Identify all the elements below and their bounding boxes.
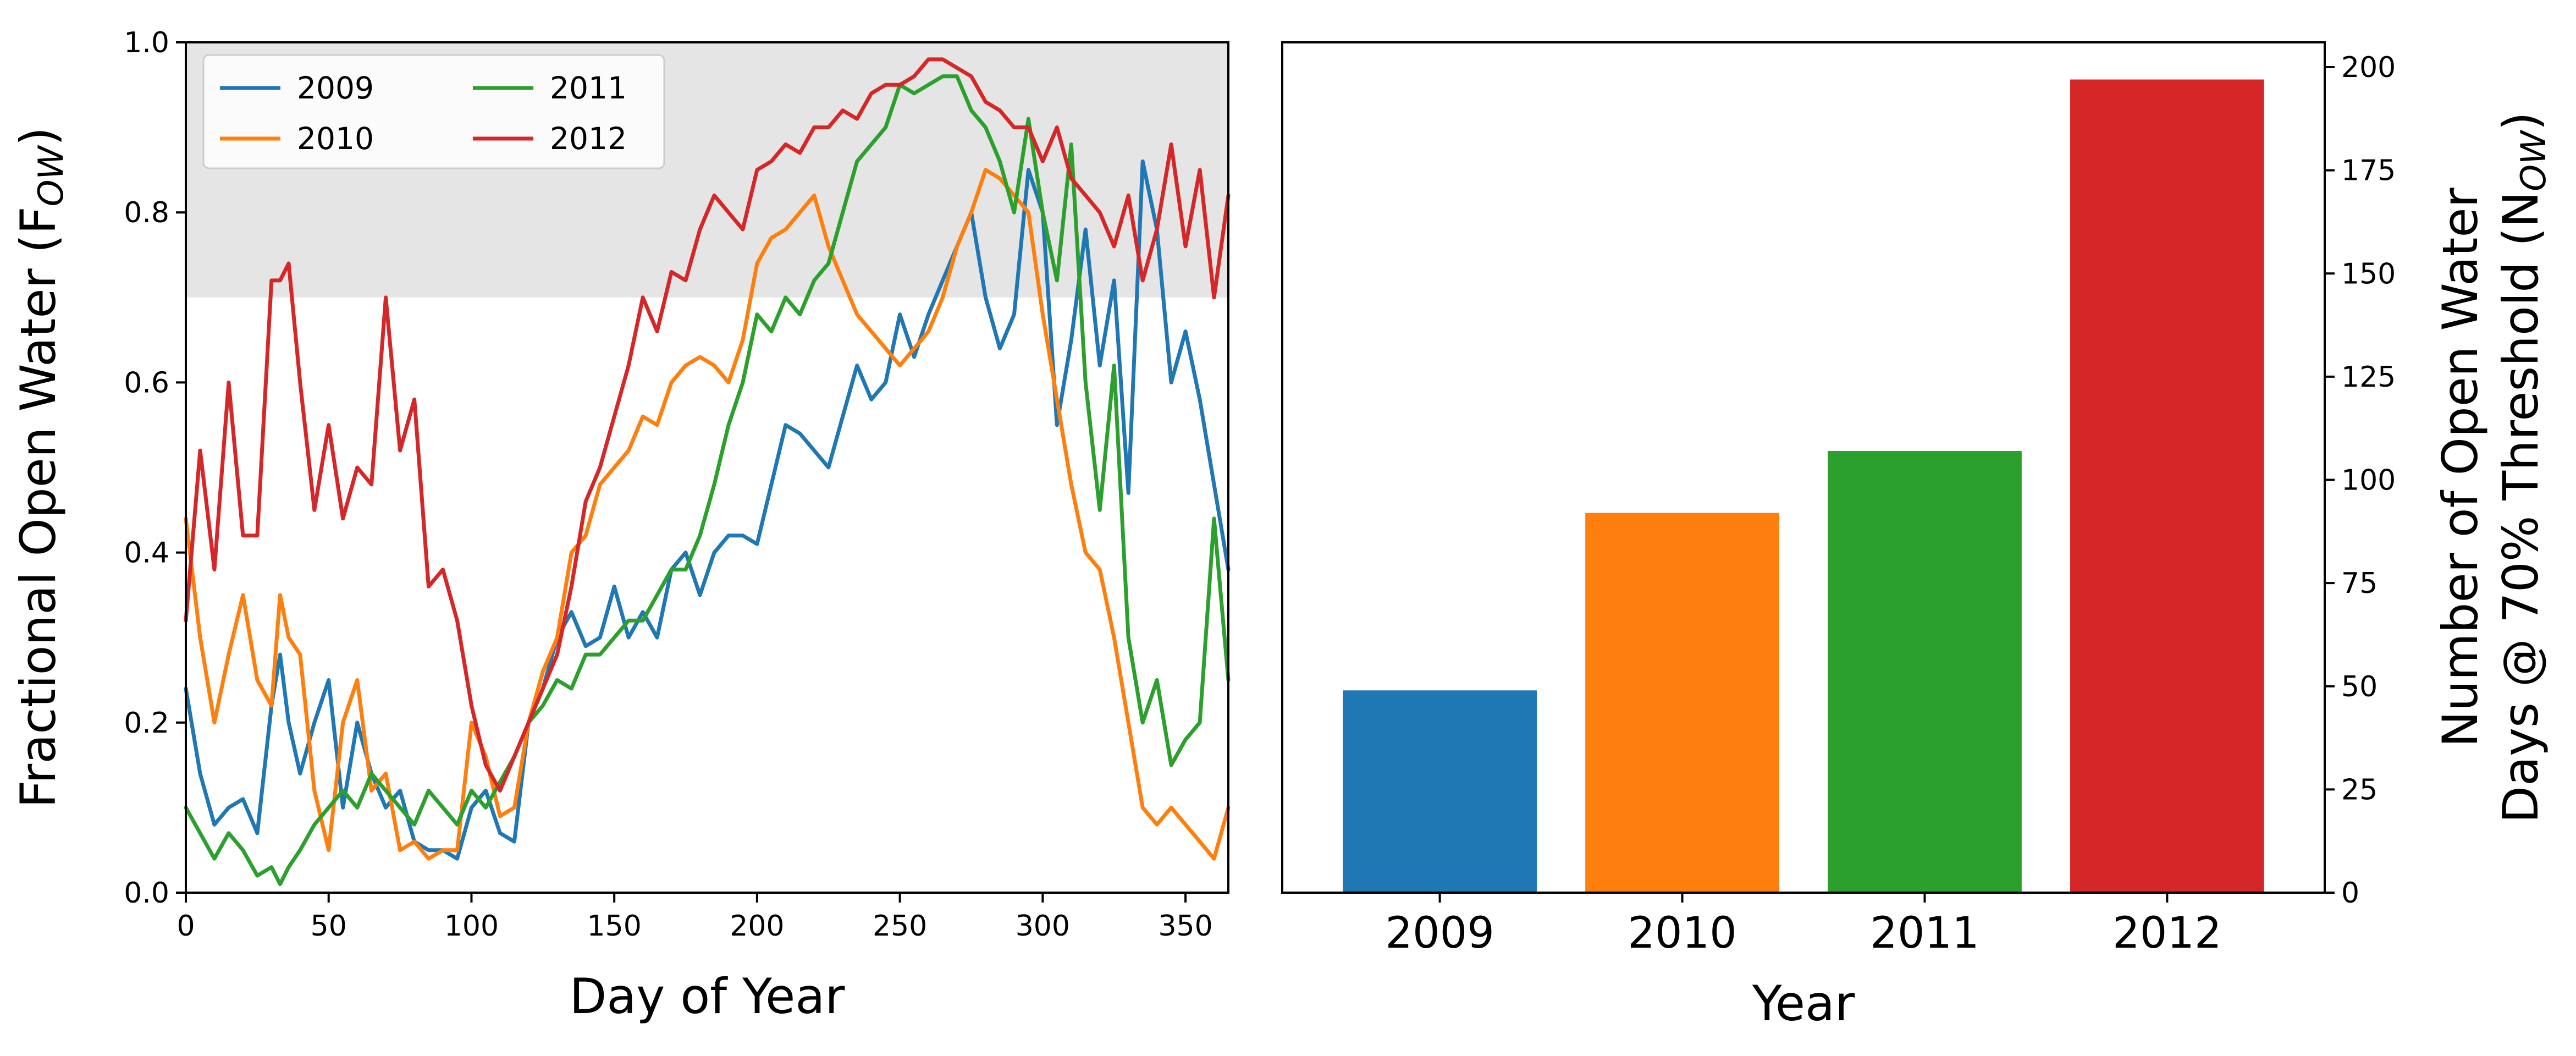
y-tick-label: 0.8: [124, 196, 169, 229]
legend-label-2009: 2009: [297, 70, 374, 106]
x-tick-label: 350: [1158, 910, 1212, 943]
line-chart-x-axis-label: Day of Year: [570, 968, 846, 1025]
line-chart-panel: 0 50 100 150 200 250 300 350 0.0 0.2 0.4 0.6 0.8 1.0…: [10, 26, 1231, 1025]
line-series-2009: [184, 159, 1231, 861]
line-chart-y-axis-label: Fractional Open Water (FOW): [10, 127, 71, 808]
x-tick-label: 200: [730, 910, 784, 943]
y-tick-label: 125: [2341, 361, 2396, 394]
x-tick-label: 250: [873, 910, 927, 943]
legend-items: 2009 2010 2011 2012: [220, 70, 627, 156]
bar-category-label-2009: 2009: [1385, 909, 1494, 958]
bar-chart-y-axis-label-line1: Number of Open Water: [2432, 187, 2489, 747]
bar-2010: [1585, 513, 1779, 893]
y-tick-label: 0: [2341, 877, 2359, 910]
bar-chart-x-ticks: 2009 2010 2011 2012: [1385, 893, 2222, 958]
x-tick-label: 300: [1016, 910, 1070, 943]
bar-category-label-2012: 2012: [2112, 909, 2222, 958]
x-tick-label: 100: [444, 910, 499, 943]
y-tick-label: 0.6: [124, 366, 169, 399]
y-tick-label: 50: [2341, 670, 2378, 703]
bar-category-label-2011: 2011: [1870, 909, 1979, 958]
y-tick-label: 25: [2341, 773, 2378, 806]
bar-series-group: [1343, 79, 2264, 893]
bar-2009: [1343, 690, 1537, 893]
legend-label-2010: 2010: [297, 121, 374, 156]
bar-chart-axes-frame: [1281, 41, 2326, 894]
y-tick-label: 75: [2341, 567, 2378, 600]
y-tick-label: 0.0: [124, 877, 169, 910]
bar-category-label-2010: 2010: [1628, 909, 1737, 958]
bar-chart-y-axis-label: Number of Open Water Days @ 70% Threshol…: [2432, 112, 2553, 823]
bar-2012: [2070, 79, 2264, 893]
line-series-2012: [184, 57, 1231, 793]
y-tick-label: 0.4: [124, 537, 169, 570]
legend-label-2012: 2012: [550, 121, 627, 156]
line-chart-x-ticks: 0 50 100 150 200 250 300 350: [176, 893, 1213, 943]
y-tick-label: 100: [2341, 464, 2396, 497]
y-tick-label: 150: [2341, 257, 2396, 290]
line-series-group: [184, 57, 1231, 886]
bar-2011: [1828, 450, 2022, 893]
x-tick-label: 0: [176, 910, 195, 943]
y-tick-label: 0.2: [124, 707, 169, 740]
y-tick-label: 175: [2341, 155, 2396, 188]
line-chart-legend: 2009 2010 2011 2012: [202, 54, 665, 169]
legend-box: [202, 54, 665, 169]
line-series-2010: [184, 168, 1231, 861]
y-tick-label: 1.0: [124, 26, 169, 59]
x-tick-label: 150: [587, 910, 642, 943]
legend-label-2011: 2011: [550, 70, 627, 106]
line-chart-y-ticks: 0.0 0.2 0.4 0.6 0.8 1.0: [124, 26, 186, 910]
x-tick-label: 50: [311, 910, 347, 943]
y-tick-label: 200: [2341, 51, 2396, 84]
bar-chart-x-axis-label: Year: [1752, 975, 1855, 1032]
bar-chart-y-axis-label-line2: Days @ 70% Threshold (NOW): [2492, 112, 2553, 823]
line-series-2011: [184, 74, 1231, 886]
line-chart-axes-frame: [185, 41, 1229, 894]
bar-chart-panel: 2009 2010 2011 2012 0255075100125150175200 …: [1281, 41, 2553, 1032]
bar-chart-y-ticks: 0 25 50 75 100 125 150 175 200: [2325, 51, 2396, 910]
